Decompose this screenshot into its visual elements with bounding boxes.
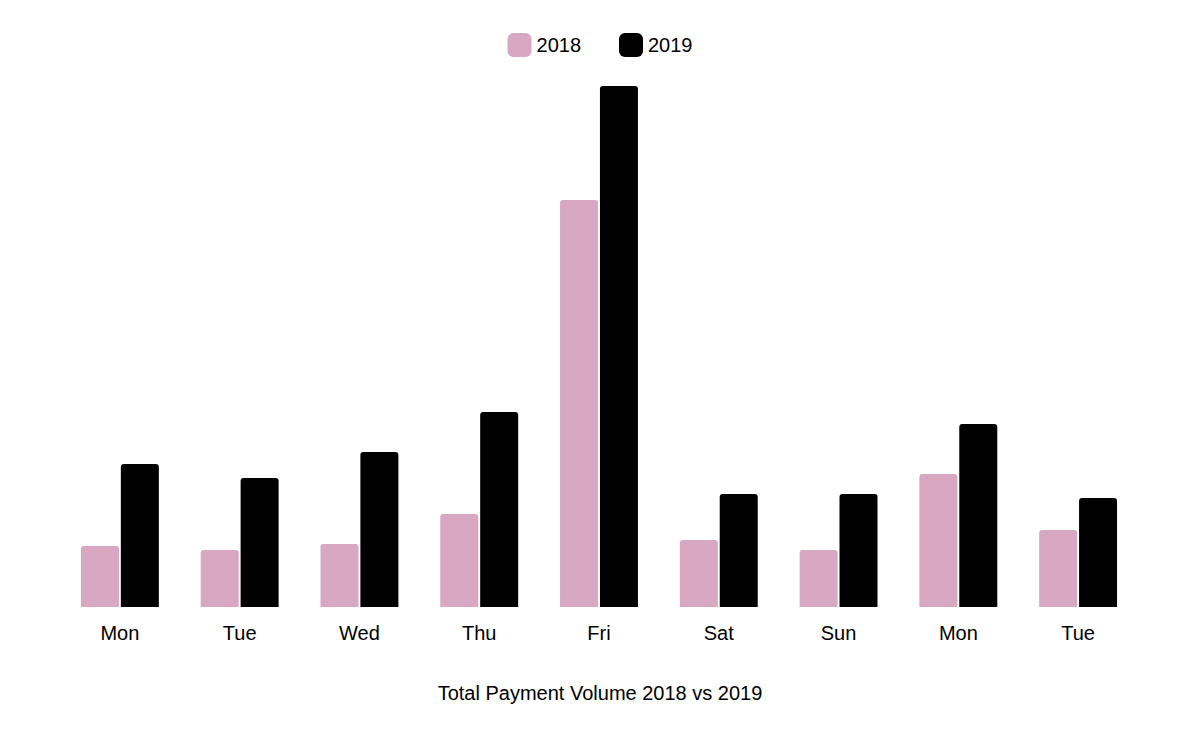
svg-text:Wed: Wed	[339, 622, 380, 644]
svg-text:2019: 2019	[648, 34, 693, 56]
svg-text:Tue: Tue	[223, 622, 257, 644]
svg-text:Sat: Sat	[704, 622, 734, 644]
svg-text:2018: 2018	[537, 34, 582, 56]
svg-text:Mon: Mon	[100, 622, 139, 644]
svg-text:Sun: Sun	[821, 622, 857, 644]
svg-text:Total Payment Volume 2018 vs 2: Total Payment Volume 2018 vs 2019	[438, 682, 763, 704]
svg-text:Thu: Thu	[462, 622, 496, 644]
svg-text:Mon: Mon	[939, 622, 978, 644]
svg-text:Tue: Tue	[1061, 622, 1095, 644]
svg-text:Fri: Fri	[587, 622, 610, 644]
